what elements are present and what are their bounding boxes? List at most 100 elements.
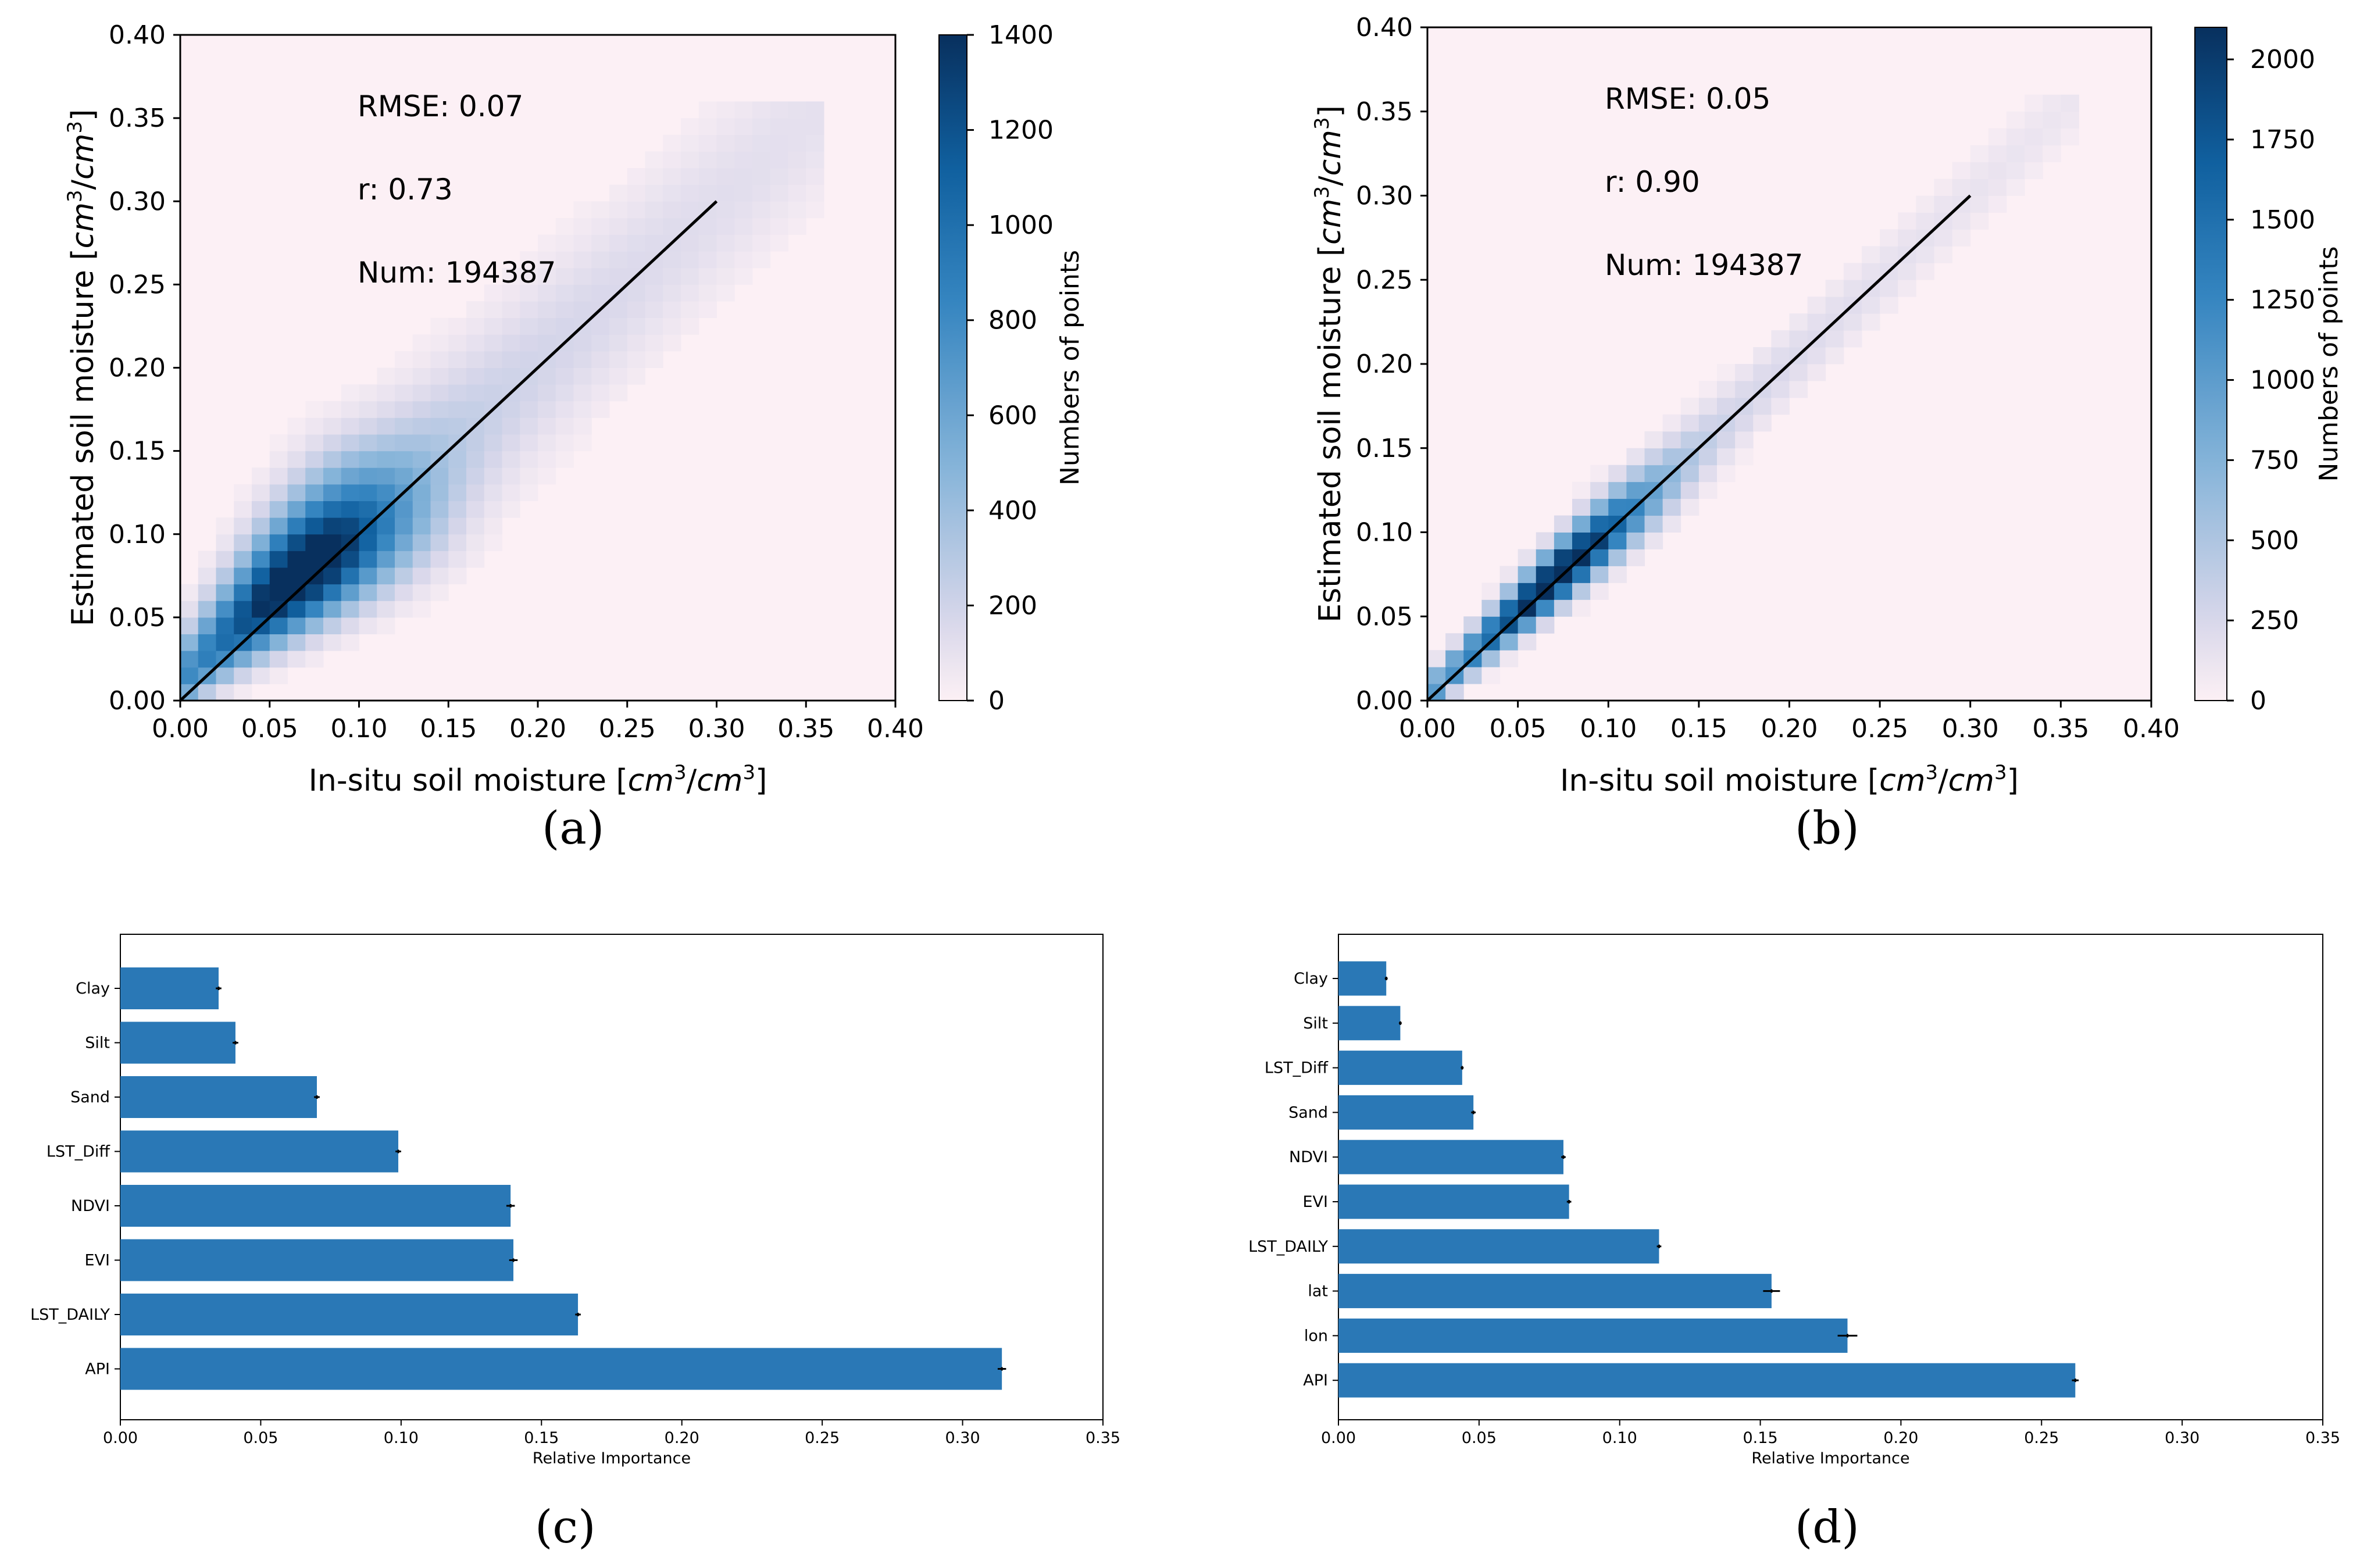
heatmap-cell	[1717, 448, 1736, 466]
axis-label-part: 3	[674, 761, 687, 784]
heatmap-cell	[430, 534, 449, 551]
heatmap-cell	[377, 384, 395, 402]
heatmap-cell	[1952, 229, 1971, 247]
heatmap-cell	[591, 317, 610, 335]
heatmap-cell	[341, 584, 359, 601]
heatmap-cell	[502, 367, 520, 385]
heatmap-cell	[287, 551, 306, 568]
heatmap-cell	[663, 201, 681, 219]
heatmap-cell	[663, 301, 681, 319]
heatmap-cell	[287, 434, 306, 452]
heatmap-cell	[752, 168, 771, 185]
heatmap-cell	[1916, 263, 1934, 280]
heatmap-cell	[555, 384, 574, 402]
heatmap-cell	[2006, 128, 2025, 146]
heatmap-cell	[716, 151, 735, 169]
axis-label-part: In-situ soil moisture [	[309, 763, 628, 798]
x-tick-label: 0.15	[1743, 1429, 1778, 1447]
heatmap-cell	[323, 467, 342, 485]
heatmap-cell	[502, 401, 520, 418]
heatmap-cell	[234, 667, 252, 684]
heatmap-cell	[1717, 431, 1736, 449]
heatmap-cell	[359, 534, 377, 551]
heatmap-cell	[252, 534, 270, 551]
colorbar-tick-label: 250	[2250, 606, 2299, 635]
heatmap-cell	[180, 651, 199, 668]
heatmap-cell	[323, 534, 342, 551]
heatmap-cell	[1572, 566, 1591, 583]
heatmap-cell	[573, 234, 592, 252]
heatmap-cell	[1554, 599, 1573, 617]
heatmap-cell	[412, 451, 431, 468]
heatmap-cell	[323, 501, 342, 518]
heatmap-cell	[359, 417, 377, 435]
heatmap-cell	[377, 567, 395, 585]
panel-label-b: (b)	[1795, 802, 1859, 855]
heatmap-cell	[287, 601, 306, 618]
heatmap-cell	[234, 651, 252, 668]
heatmap-cell	[484, 351, 502, 368]
heatmap-cell	[502, 501, 520, 518]
heatmap-cell	[198, 567, 216, 585]
heatmap-cell	[681, 184, 699, 202]
heatmap-cell	[573, 251, 592, 269]
one-to-one-line	[1426, 194, 1972, 702]
colorbar	[2194, 27, 2227, 701]
heatmap-cell	[287, 651, 306, 668]
heatmap-cell	[359, 584, 377, 601]
heatmap-cell	[663, 184, 681, 202]
heatmap-cell	[412, 501, 431, 518]
heatmap-cell	[341, 601, 359, 618]
heatmap-cell	[788, 184, 806, 202]
heatmap-cell	[609, 367, 628, 385]
heatmap-cell	[484, 534, 502, 551]
heatmap-cell	[341, 451, 359, 468]
panel-label-a: (a)	[542, 802, 605, 855]
heatmap-cell	[1988, 178, 2007, 196]
heatmap-cell	[395, 567, 413, 585]
bar	[120, 1294, 579, 1335]
x-tick-label: 0.25	[1851, 714, 1908, 744]
heatmap-cell	[752, 201, 771, 219]
y-axis-label: Estimated soil moisture [cm3/cm3]	[63, 109, 101, 627]
heatmap-cell	[573, 217, 592, 235]
heatmap-cell	[698, 301, 717, 319]
heatmap-cell	[252, 484, 270, 501]
heatmap-cell	[323, 517, 342, 535]
heatmap-cell	[269, 551, 288, 568]
heatmap-cell	[484, 367, 502, 385]
heatmap-cell	[770, 184, 788, 202]
heatmap-cell	[770, 118, 788, 135]
heatmap-cell	[1445, 650, 1464, 667]
heatmap-cell	[448, 451, 467, 468]
heatmap-cell	[1626, 448, 1645, 466]
x-tick-label: 0.20	[665, 1429, 699, 1447]
heatmap-cell	[1427, 667, 1446, 684]
axis-label-part: /	[1313, 176, 1348, 186]
x-tick-label: 0.25	[805, 1429, 840, 1447]
heatmap-cell	[430, 317, 449, 335]
heatmap-cell	[252, 667, 270, 684]
heatmap-cell	[2025, 145, 2043, 163]
heatmap-cell	[1499, 633, 1519, 651]
heatmap-cell	[555, 401, 574, 418]
x-tick-label: 0.05	[243, 1429, 278, 1447]
heatmap-cell	[1735, 431, 1754, 449]
heatmap-cell	[430, 334, 449, 352]
heatmap-cell	[323, 401, 342, 418]
heatmap-cell	[609, 201, 628, 219]
heatmap-cell	[252, 651, 270, 668]
heatmap-cell	[770, 151, 788, 169]
colorbar-tick-label: 1500	[2250, 205, 2315, 235]
heatmap-cell	[1662, 414, 1681, 432]
heatmap-cell	[216, 667, 234, 684]
colorbar-tick-label: 1200	[988, 116, 1054, 145]
heatmap-cell	[1698, 448, 1718, 466]
heatmap-cell	[1536, 566, 1555, 583]
heatmap-cell	[198, 601, 216, 618]
heatmap-cell	[341, 501, 359, 518]
colorbar-tick-label: 2000	[2250, 45, 2315, 74]
heatmap-cell	[806, 118, 824, 135]
heatmap-cell	[752, 184, 771, 202]
